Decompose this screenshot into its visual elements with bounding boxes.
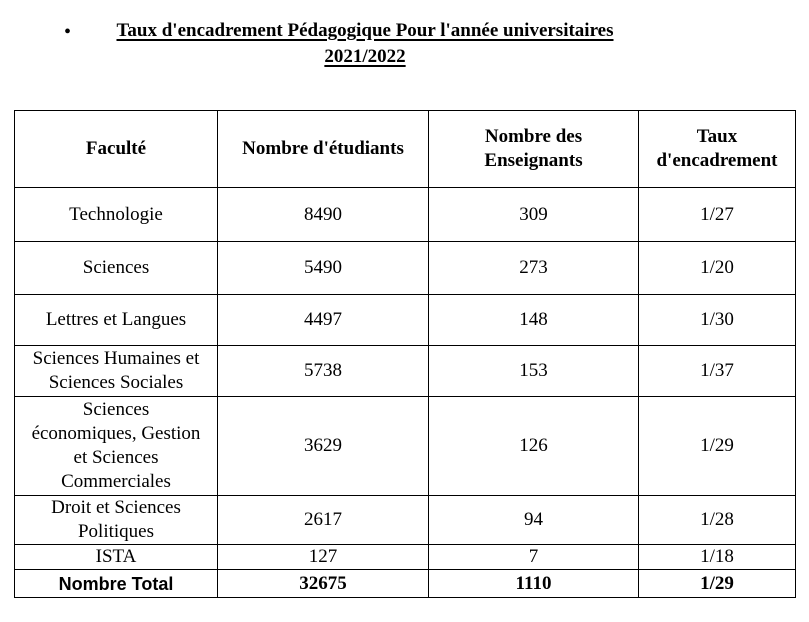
cell-taux: 1/37 bbox=[638, 345, 796, 397]
cell-taux: 1/27 bbox=[638, 187, 796, 242]
encadrement-table: Faculté Nombre d'étudiants Nombre des En… bbox=[14, 110, 796, 598]
cell-enseignants: 148 bbox=[428, 294, 639, 346]
header-faculte: Faculté bbox=[14, 110, 218, 188]
total-enseignants: 1110 bbox=[428, 569, 639, 598]
table-row: Droit et Sciences Politiques 2617 94 1/2… bbox=[14, 495, 796, 545]
header-etudiants: Nombre d'étudiants bbox=[217, 110, 429, 188]
cell-taux: 1/28 bbox=[638, 495, 796, 545]
total-etudiants: 32675 bbox=[217, 569, 429, 598]
table-header-row: Faculté Nombre d'étudiants Nombre des En… bbox=[14, 110, 796, 188]
total-label: Nombre Total bbox=[14, 569, 218, 598]
cell-enseignants: 153 bbox=[428, 345, 639, 397]
document-title: • Taux d'encadrement Pédagogique Pour l'… bbox=[0, 18, 730, 70]
cell-enseignants: 273 bbox=[428, 241, 639, 295]
cell-faculte: Sciences Humaines et Sciences Sociales bbox=[14, 345, 218, 397]
table-row: Lettres et Langues 4497 148 1/30 bbox=[14, 294, 796, 346]
cell-enseignants: 309 bbox=[428, 187, 639, 242]
cell-taux: 1/18 bbox=[638, 544, 796, 570]
cell-faculte: ISTA bbox=[14, 544, 218, 570]
cell-etudiants: 2617 bbox=[217, 495, 429, 545]
title-line-1: Taux d'encadrement Pédagogique Pour l'an… bbox=[116, 20, 614, 41]
cell-faculte: Sciences économiques, Gestion et Science… bbox=[14, 396, 218, 496]
cell-enseignants: 94 bbox=[428, 495, 639, 545]
title-line-2: 2021/2022 bbox=[324, 46, 406, 67]
cell-taux: 1/30 bbox=[638, 294, 796, 346]
cell-etudiants: 4497 bbox=[217, 294, 429, 346]
table-row: Technologie 8490 309 1/27 bbox=[14, 187, 796, 242]
table-row: ISTA 127 7 1/18 bbox=[14, 544, 796, 570]
cell-etudiants: 127 bbox=[217, 544, 429, 570]
bullet-icon: • bbox=[64, 21, 72, 43]
cell-etudiants: 5738 bbox=[217, 345, 429, 397]
cell-taux: 1/20 bbox=[638, 241, 796, 295]
header-enseignants: Nombre des Enseignants bbox=[428, 110, 639, 188]
cell-faculte: Lettres et Langues bbox=[14, 294, 218, 346]
cell-etudiants: 5490 bbox=[217, 241, 429, 295]
cell-faculte: Technologie bbox=[14, 187, 218, 242]
cell-enseignants: 126 bbox=[428, 396, 639, 496]
table-row: Sciences Humaines et Sciences Sociales 5… bbox=[14, 345, 796, 397]
cell-faculte: Droit et Sciences Politiques bbox=[14, 495, 218, 545]
cell-enseignants: 7 bbox=[428, 544, 639, 570]
header-taux: Taux d'encadrement bbox=[638, 110, 796, 188]
cell-faculte: Sciences bbox=[14, 241, 218, 295]
cell-etudiants: 8490 bbox=[217, 187, 429, 242]
total-taux: 1/29 bbox=[638, 569, 796, 598]
table-total-row: Nombre Total 32675 1110 1/29 bbox=[14, 569, 796, 598]
cell-etudiants: 3629 bbox=[217, 396, 429, 496]
table-row: Sciences économiques, Gestion et Science… bbox=[14, 396, 796, 496]
cell-taux: 1/29 bbox=[638, 396, 796, 496]
table-row: Sciences 5490 273 1/20 bbox=[14, 241, 796, 295]
